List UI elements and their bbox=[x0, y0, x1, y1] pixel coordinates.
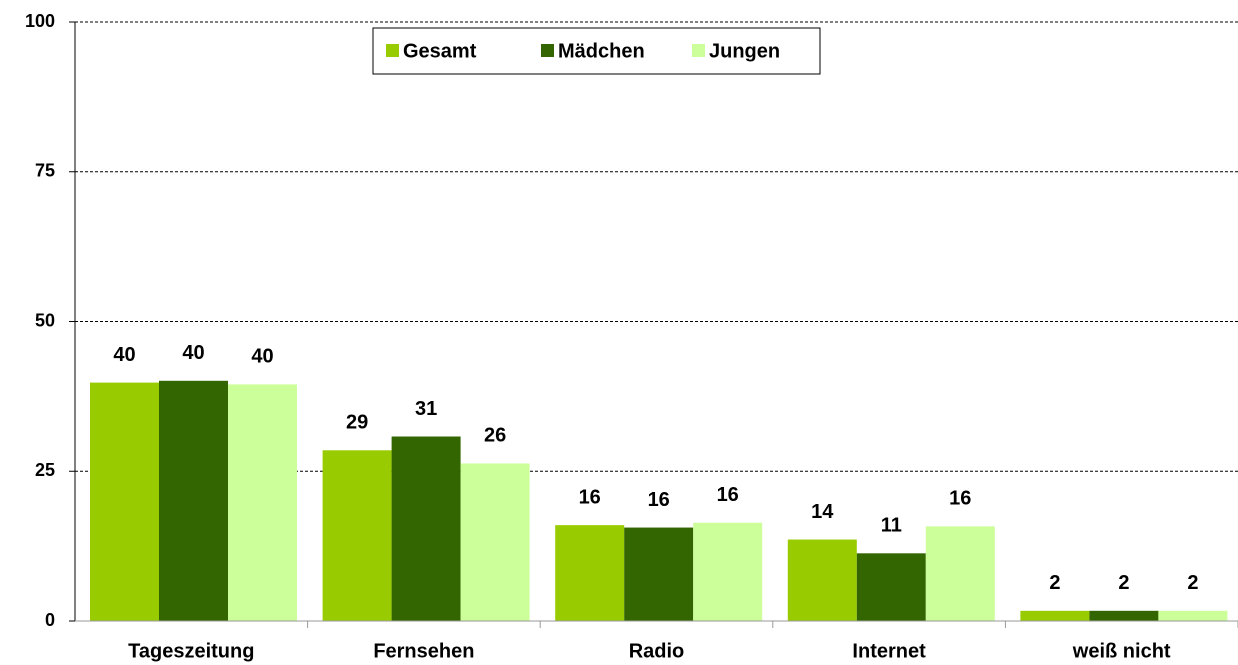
legend-label: Jungen bbox=[709, 40, 780, 62]
bar bbox=[391, 436, 461, 621]
data-label: 2 bbox=[1118, 572, 1129, 594]
bar bbox=[322, 450, 392, 621]
bar bbox=[159, 380, 228, 621]
data-label: 14 bbox=[811, 501, 834, 523]
legend-label: Gesamt bbox=[403, 40, 477, 62]
legend-box bbox=[372, 27, 821, 75]
data-label: 2 bbox=[1187, 572, 1198, 594]
bar bbox=[90, 382, 159, 621]
legend-swatch bbox=[692, 44, 705, 57]
legend-swatch bbox=[541, 44, 554, 57]
bar bbox=[1020, 610, 1090, 621]
data-label: 16 bbox=[717, 484, 739, 506]
data-label: 40 bbox=[182, 342, 204, 364]
data-label: 40 bbox=[251, 346, 273, 368]
legend-label: Mädchen bbox=[558, 40, 645, 62]
legend-swatch bbox=[386, 44, 399, 57]
data-label: 16 bbox=[949, 488, 971, 510]
x-tick-label: Radio bbox=[629, 640, 685, 662]
bar bbox=[1089, 610, 1159, 621]
data-label: 26 bbox=[484, 425, 506, 447]
y-tick-label: 0 bbox=[45, 610, 55, 630]
data-label: 16 bbox=[579, 486, 601, 508]
y-tick-label: 25 bbox=[35, 460, 55, 480]
y-tick-label: 100 bbox=[25, 11, 55, 31]
data-label: 16 bbox=[648, 489, 670, 511]
y-tick-label: 75 bbox=[35, 161, 55, 181]
x-tick-label: weiß nicht bbox=[1072, 640, 1171, 662]
bar bbox=[925, 526, 995, 621]
bar bbox=[693, 522, 763, 621]
bar bbox=[1158, 610, 1228, 621]
bar bbox=[624, 527, 694, 621]
data-label: 31 bbox=[415, 398, 437, 420]
bar bbox=[555, 525, 625, 621]
bar bbox=[787, 539, 857, 621]
data-label: 2 bbox=[1049, 572, 1060, 594]
x-tick-label: Tageszeitung bbox=[128, 640, 254, 662]
data-label: 11 bbox=[881, 515, 902, 537]
data-label: 29 bbox=[346, 412, 368, 434]
bar bbox=[856, 553, 926, 621]
y-tick-label: 50 bbox=[35, 310, 55, 330]
bar bbox=[460, 463, 530, 621]
bar bbox=[228, 384, 297, 621]
x-tick-label: Internet bbox=[852, 640, 926, 662]
x-tick-label: Fernsehen bbox=[373, 640, 474, 662]
data-label: 40 bbox=[113, 344, 135, 366]
